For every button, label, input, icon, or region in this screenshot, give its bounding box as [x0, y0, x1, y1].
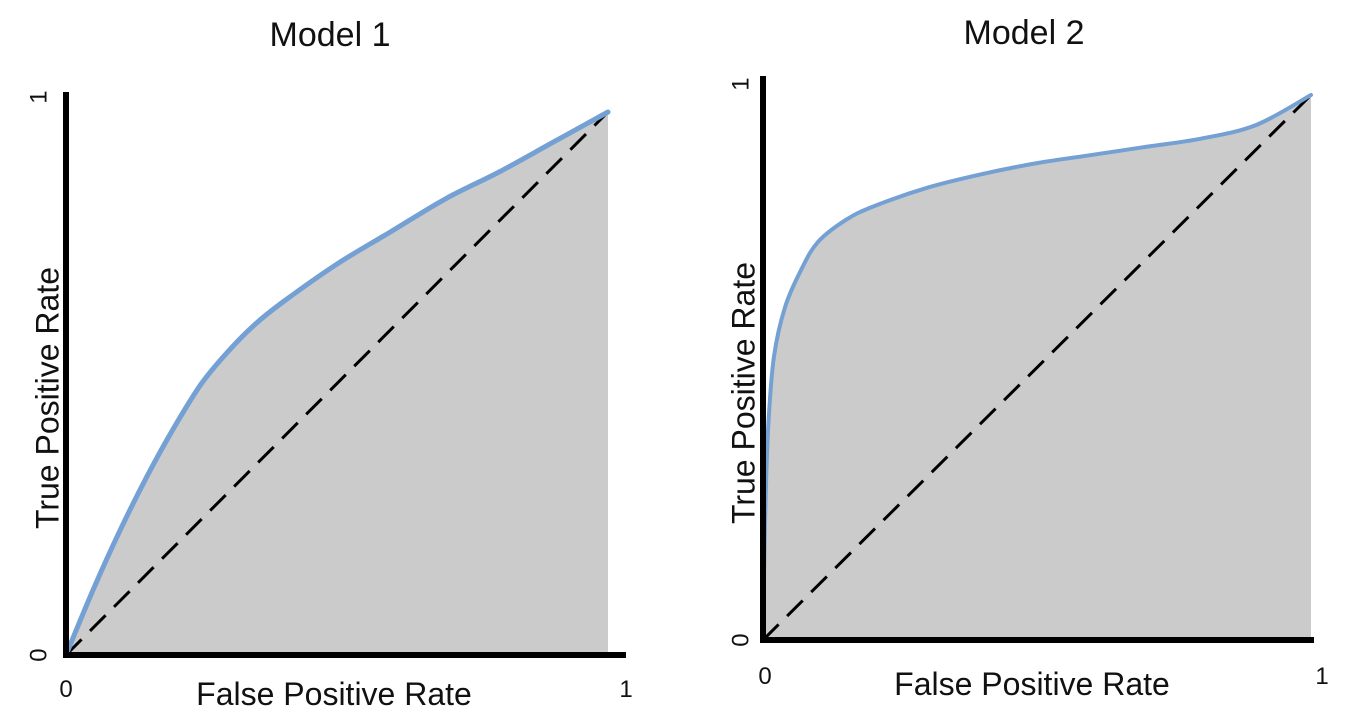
diagonal-reference-line — [64, 110, 610, 657]
x-axis-label: False Positive Rate — [196, 676, 472, 712]
y-tick-label-0: 0 — [25, 648, 52, 661]
diagonal-reference-line — [761, 93, 1313, 642]
x-tick-label-1: 1 — [619, 676, 632, 703]
roc-panel-model-2: Model 2 False Positive Rate True Positiv… — [725, 14, 1328, 702]
y-tick-label-0: 0 — [727, 633, 754, 646]
y-tick-label-1: 1 — [727, 77, 754, 90]
x-axis-label: False Positive Rate — [894, 666, 1170, 702]
y-tick-label-1: 1 — [25, 90, 52, 103]
chart-title: Model 1 — [270, 16, 391, 54]
x-tick-label-0: 0 — [59, 676, 72, 703]
roc-curve — [63, 109, 611, 658]
chart-title: Model 2 — [964, 14, 1085, 52]
roc-panel-model-1: Model 1 False Positive Rate True Positiv… — [25, 16, 632, 712]
y-axis-label: True Positive Rate — [725, 262, 761, 524]
x-tick-label-0: 0 — [758, 663, 771, 690]
x-tick-label-1: 1 — [1315, 663, 1328, 690]
roc-curve — [761, 93, 1313, 642]
y-axis-label: True Positive Rate — [29, 267, 65, 529]
